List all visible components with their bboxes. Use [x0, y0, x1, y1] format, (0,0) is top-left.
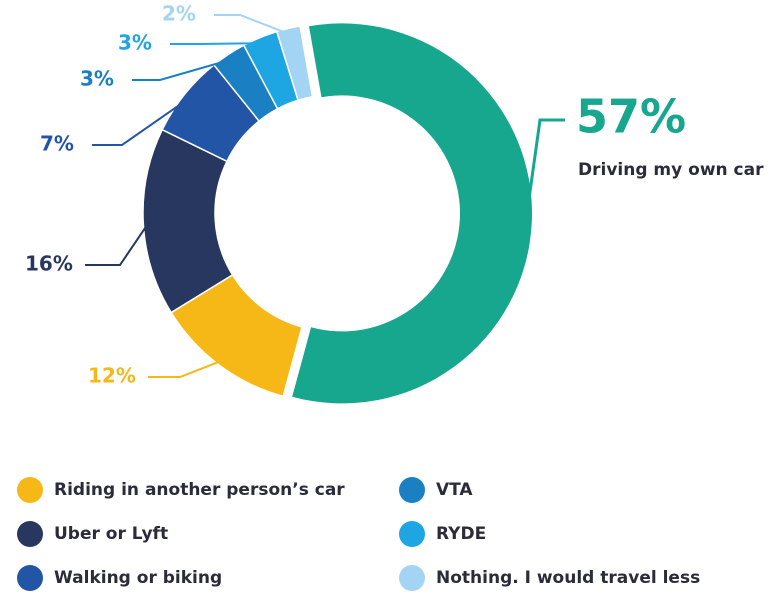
legend-swatch — [399, 477, 425, 503]
legend-swatch — [17, 477, 43, 503]
leader-line — [524, 118, 565, 222]
legend-swatch — [17, 565, 43, 591]
legend-swatch — [399, 565, 425, 591]
value-label: 3% — [118, 31, 152, 55]
legend-text: Nothing. I would travel less — [436, 568, 700, 588]
legend-text: Uber or Lyft — [54, 524, 168, 544]
leader-line — [85, 221, 151, 266]
value-label: 2% — [162, 2, 196, 26]
leader-line — [214, 14, 291, 36]
value-label: 57% — [576, 90, 686, 144]
legend-text: Walking or biking — [54, 568, 222, 588]
legend-swatch — [399, 521, 425, 547]
value-label: 7% — [40, 132, 74, 156]
legend-text: VTA — [436, 480, 473, 500]
leader-line — [170, 42, 263, 45]
legend-text: RYDE — [436, 524, 486, 544]
value-label: 12% — [88, 364, 136, 388]
leader-line — [92, 97, 190, 146]
category-label: Driving my own car — [578, 160, 764, 180]
donut-slice — [275, 25, 314, 102]
value-label: 3% — [80, 67, 114, 91]
leader-line — [148, 359, 224, 378]
leader-line — [132, 58, 232, 81]
value-label: 16% — [25, 252, 73, 276]
donut-slice — [292, 23, 532, 404]
legend-swatch — [17, 521, 43, 547]
legend-text: Riding in another person’s car — [54, 480, 345, 500]
